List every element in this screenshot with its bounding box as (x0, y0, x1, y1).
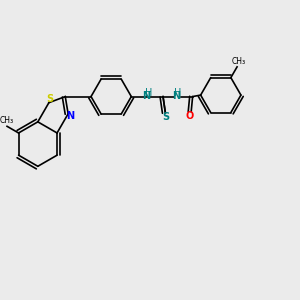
Text: S: S (46, 94, 54, 104)
Text: S: S (162, 112, 169, 122)
Text: H: H (174, 88, 182, 98)
Text: CH₃: CH₃ (0, 116, 14, 125)
Text: N: N (66, 111, 75, 121)
Text: CH₃: CH₃ (232, 57, 246, 66)
Text: N: N (142, 91, 150, 101)
Text: H: H (145, 88, 152, 98)
Text: N: N (172, 91, 181, 101)
Text: O: O (186, 111, 194, 121)
